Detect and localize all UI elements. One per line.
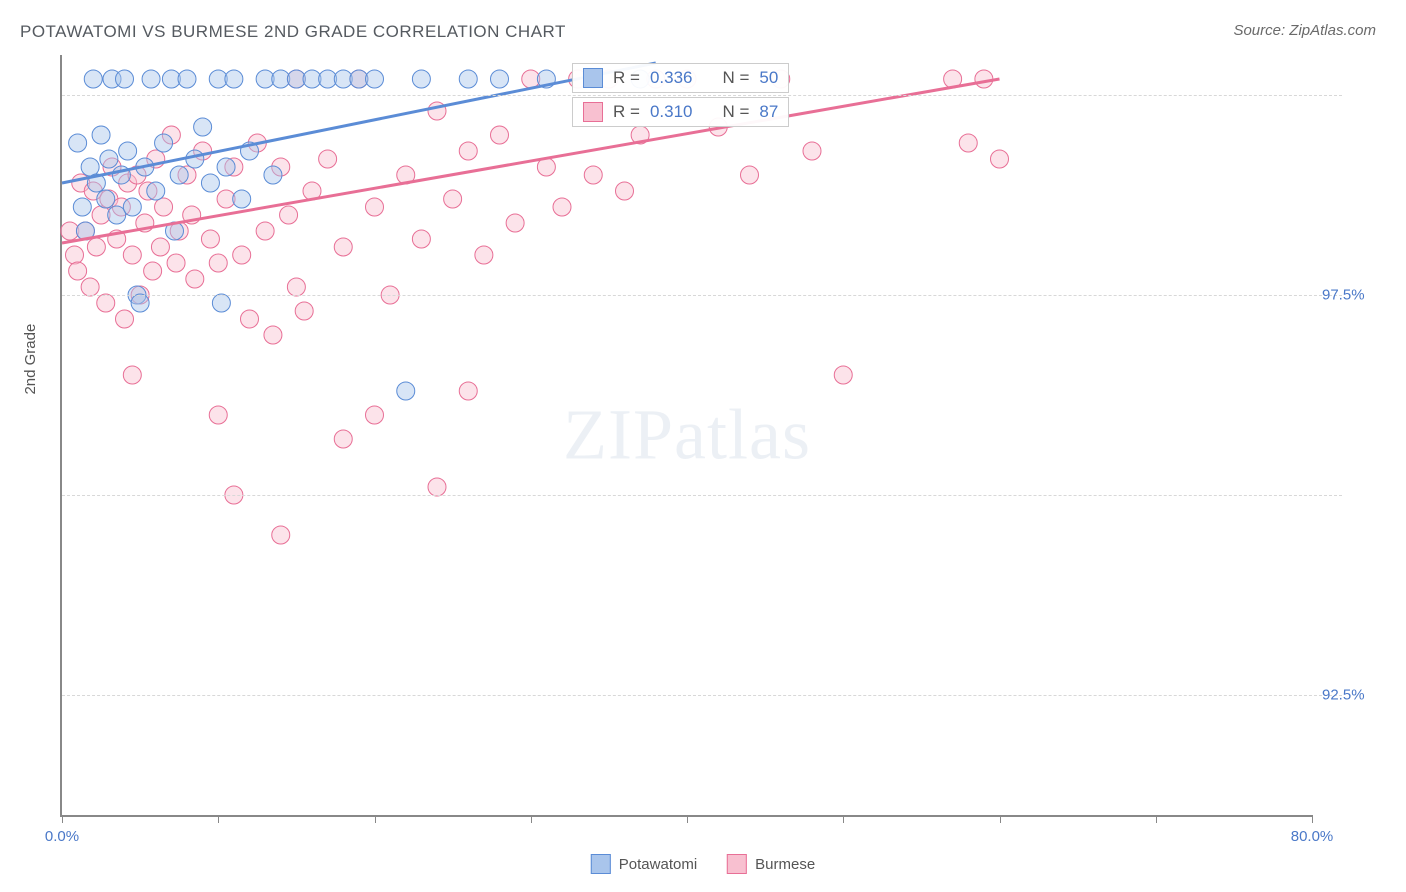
- stat-label-n: N =: [722, 68, 749, 88]
- ytick-label: 97.5%: [1322, 287, 1392, 304]
- xtick: [1156, 815, 1157, 823]
- xtick: [1312, 815, 1313, 823]
- legend-swatch-series2: [727, 854, 747, 874]
- stats-swatch-series1: [583, 68, 603, 88]
- ytick-label: 92.5%: [1322, 687, 1392, 704]
- stats-box-series2: R = 0.310 N = 87: [572, 97, 789, 127]
- xtick: [843, 815, 844, 823]
- plot-area: ZIPatlas R = 0.336 N = 50 R = 0.310 N = …: [60, 55, 1312, 817]
- legend-swatch-series1: [591, 854, 611, 874]
- stats-box-series1: R = 0.336 N = 50: [572, 63, 789, 93]
- gridline: [62, 295, 1342, 296]
- stats-swatch-series2: [583, 102, 603, 122]
- legend-label-series1: Potawatomi: [619, 856, 697, 873]
- stat-label-n: N =: [722, 102, 749, 122]
- legend-label-series2: Burmese: [755, 856, 815, 873]
- gridline: [62, 95, 1342, 96]
- trend-line: [62, 63, 656, 183]
- trend-lines-layer: [62, 55, 1312, 815]
- chart-title: POTAWATOMI VS BURMESE 2ND GRADE CORRELAT…: [20, 22, 566, 42]
- xtick: [375, 815, 376, 823]
- source-attribution: Source: ZipAtlas.com: [1233, 22, 1376, 39]
- xtick: [1000, 815, 1001, 823]
- stat-label-r: R =: [613, 102, 640, 122]
- stat-n-series1: 50: [759, 68, 778, 88]
- xtick: [218, 815, 219, 823]
- legend-item-series2: Burmese: [727, 854, 815, 874]
- stat-r-series1: 0.336: [650, 68, 693, 88]
- gridline: [62, 695, 1342, 696]
- xtick: [687, 815, 688, 823]
- legend: Potawatomi Burmese: [591, 854, 815, 874]
- stat-label-r: R =: [613, 68, 640, 88]
- legend-item-series1: Potawatomi: [591, 854, 697, 874]
- gridline: [62, 495, 1342, 496]
- xtick: [531, 815, 532, 823]
- stat-r-series2: 0.310: [650, 102, 693, 122]
- xtick-label: 0.0%: [45, 828, 79, 845]
- xtick-label: 80.0%: [1291, 828, 1334, 845]
- xtick: [62, 815, 63, 823]
- stat-n-series2: 87: [759, 102, 778, 122]
- y-axis-label: 2nd Grade: [22, 324, 39, 395]
- trend-line: [62, 79, 1000, 243]
